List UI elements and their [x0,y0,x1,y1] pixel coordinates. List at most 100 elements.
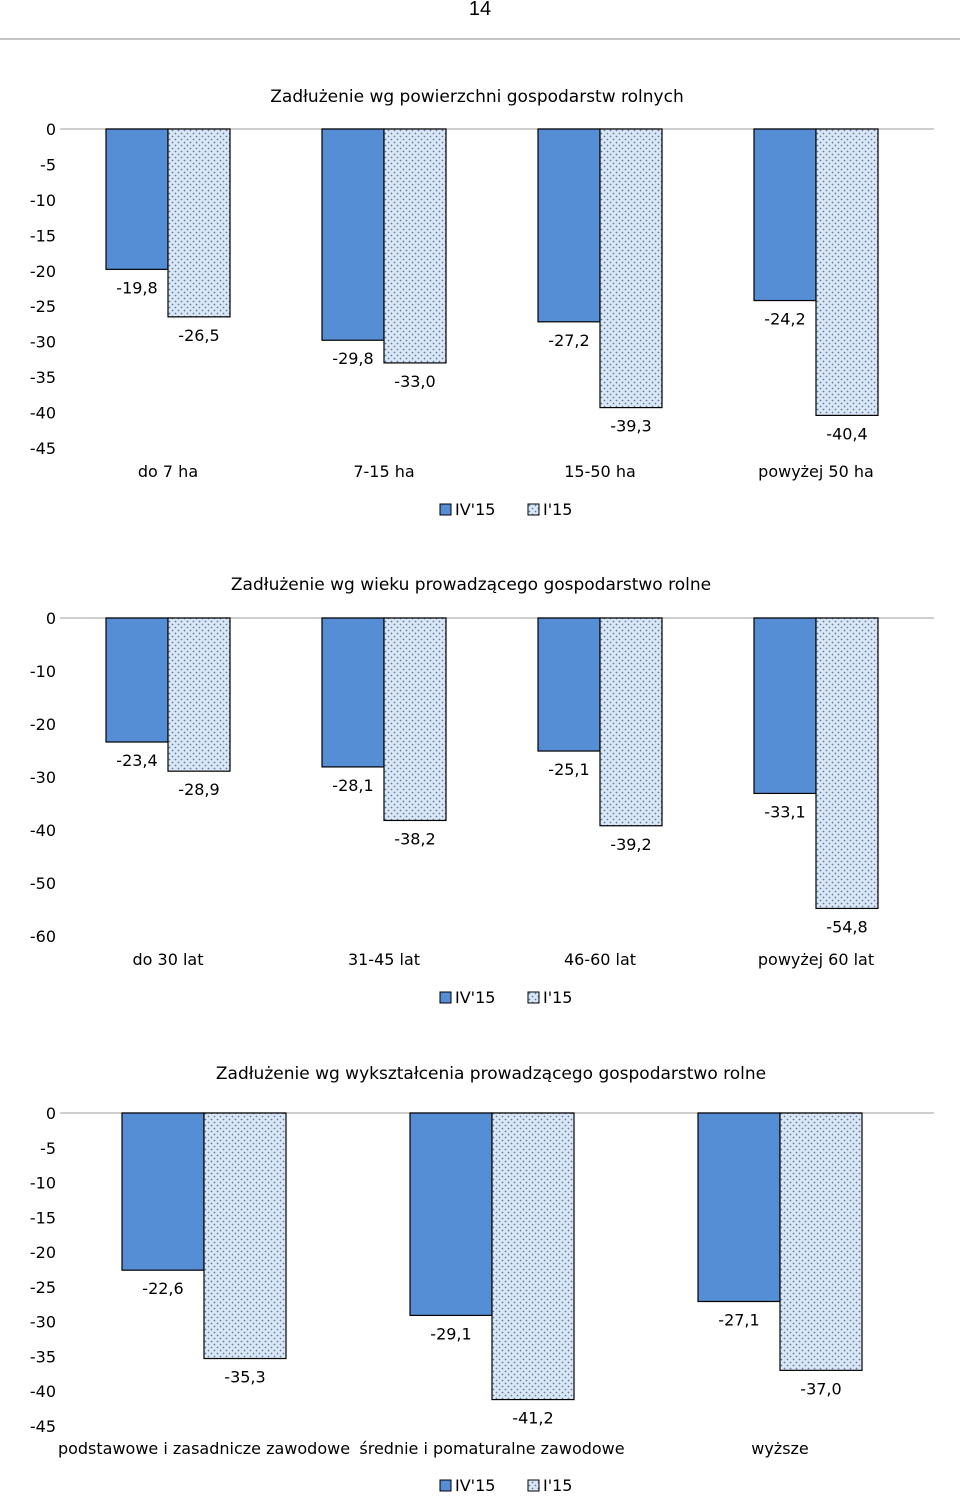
y-tick-label: -5 [40,155,56,174]
data-label: -24,2 [764,310,805,329]
data-label: -25,1 [548,760,589,779]
category-label: powyżej 50 ha [758,462,874,481]
y-tick-label: -30 [30,333,56,352]
y-tick-label: 0 [46,609,56,628]
bar-series-2 [167,617,231,772]
bar-series-1 [697,1112,781,1303]
y-tick-label: -45 [30,1417,56,1436]
y-tick-label: -20 [30,262,56,281]
y-tick-label: -10 [30,662,56,681]
y-tick-label: -10 [30,191,56,210]
bar-series-2 [779,1112,863,1371]
category-label: do 30 lat [133,950,204,969]
data-label: -28,9 [178,780,219,799]
category-label: 7-15 ha [353,462,414,481]
y-tick-label: -35 [30,368,56,387]
page-number: 14 [468,0,492,20]
data-label: -35,3 [224,1368,265,1387]
category-label: powyżej 60 lat [758,950,874,969]
legend-label: I'15 [543,1476,572,1495]
chart-title: Zadłużenie wg wieku prowadzącego gospoda… [231,575,711,595]
bar-series-1 [321,128,385,341]
data-label: -39,3 [610,417,651,436]
legend-label: IV'15 [455,500,495,519]
bar-series-1 [105,128,169,270]
data-label: -19,8 [116,278,157,297]
data-label: -22,6 [142,1279,183,1298]
data-label: -23,4 [116,751,157,770]
bar-series-2 [167,128,231,318]
legend-label: IV'15 [455,988,495,1007]
data-label: -41,2 [512,1409,553,1428]
bar-series-1 [409,1112,493,1317]
y-tick-label: -15 [30,1208,56,1227]
category-label: do 7 ha [138,462,198,481]
bar-series-2 [383,128,447,364]
bar-series-2 [815,617,879,910]
y-tick-label: -60 [30,927,56,946]
legend-swatch-series-2 [527,1479,540,1492]
y-tick-label: -30 [30,768,56,787]
bar-series-2 [815,128,879,416]
category-label: podstawowe i zasadnicze zawodowe [58,1439,350,1458]
page-divider [0,38,960,40]
y-tick-label: -10 [30,1174,56,1193]
y-tick-label: -40 [30,821,56,840]
category-label: 31-45 lat [348,950,420,969]
data-label: -29,1 [430,1324,471,1343]
data-label: -54,8 [826,917,867,936]
chart-farmer-education: Zadłużenie wg wykształcenia prowadzącego… [30,1064,934,1495]
data-label: -38,2 [394,829,435,848]
y-tick-label: -25 [30,1278,56,1297]
legend-label: I'15 [543,988,572,1007]
bar-series-2 [599,128,663,409]
bar-series-1 [753,617,817,795]
y-tick-label: -35 [30,1347,56,1366]
legend-label: IV'15 [455,1476,495,1495]
bar-series-2 [491,1112,575,1401]
legend-label: I'15 [543,500,572,519]
y-tick-label: 0 [46,1104,56,1123]
y-tick-label: -20 [30,1243,56,1262]
category-label: wyższe [751,1439,809,1458]
bar-series-1 [121,1112,205,1271]
data-label: -27,1 [718,1310,759,1329]
data-label: -28,1 [332,776,373,795]
data-label: -29,8 [332,349,373,368]
legend-swatch-series-1 [439,991,452,1004]
chart-title: Zadłużenie wg wykształcenia prowadzącego… [216,1064,766,1084]
legend-swatch-series-2 [527,503,540,516]
y-tick-label: -5 [40,1139,56,1158]
y-tick-label: -25 [30,297,56,316]
data-label: -33,0 [394,372,435,391]
y-tick-label: -40 [30,1382,56,1401]
bar-series-1 [537,128,601,323]
category-label: 15-50 ha [564,462,636,481]
bar-series-2 [383,617,447,822]
y-tick-label: -45 [30,439,56,458]
data-label: -40,4 [826,424,867,443]
bar-series-1 [753,128,817,302]
legend-swatch-series-2 [527,991,540,1004]
legend-swatch-series-1 [439,1479,452,1492]
y-tick-label: -50 [30,874,56,893]
data-label: -39,2 [610,835,651,854]
bar-series-1 [105,617,169,743]
data-label: -37,0 [800,1379,841,1398]
y-tick-label: -15 [30,226,56,245]
data-label: -26,5 [178,326,219,345]
category-label: 46-60 lat [564,950,636,969]
data-label: -33,1 [764,802,805,821]
legend-swatch-series-1 [439,503,452,516]
y-tick-label: -20 [30,715,56,734]
data-label: -27,2 [548,331,589,350]
chart-farmer-age: Zadłużenie wg wieku prowadzącego gospoda… [30,575,934,1007]
y-tick-label: 0 [46,120,56,139]
bar-series-2 [203,1112,287,1360]
bar-series-1 [321,617,385,768]
bar-series-2 [599,617,663,827]
chart-farm-area: Zadłużenie wg powierzchni gospodarstw ro… [30,87,934,519]
category-label: średnie i pomaturalne zawodowe [359,1439,624,1458]
y-tick-label: -40 [30,404,56,423]
bar-series-1 [537,617,601,752]
